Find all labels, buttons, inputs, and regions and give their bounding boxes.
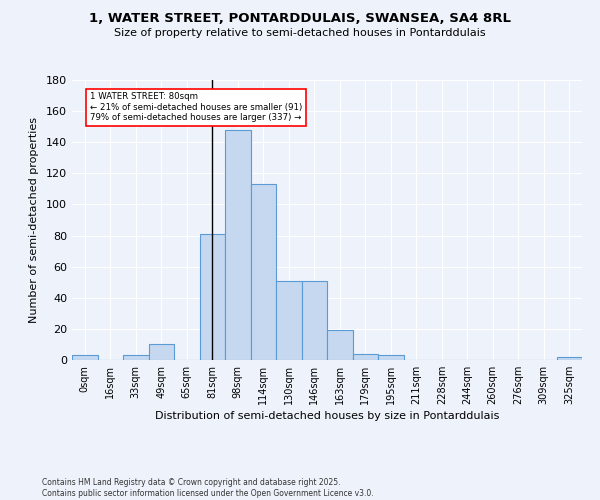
- Text: Size of property relative to semi-detached houses in Pontarddulais: Size of property relative to semi-detach…: [114, 28, 486, 38]
- Bar: [72, 356, 97, 360]
- Bar: [199, 234, 225, 360]
- Text: 1 WATER STREET: 80sqm
← 21% of semi-detached houses are smaller (91)
79% of semi: 1 WATER STREET: 80sqm ← 21% of semi-deta…: [90, 92, 302, 122]
- Bar: [225, 130, 251, 360]
- X-axis label: Distribution of semi-detached houses by size in Pontarddulais: Distribution of semi-detached houses by …: [155, 411, 499, 421]
- Text: Contains HM Land Registry data © Crown copyright and database right 2025.
Contai: Contains HM Land Registry data © Crown c…: [42, 478, 374, 498]
- Bar: [149, 344, 174, 360]
- Text: 1, WATER STREET, PONTARDDULAIS, SWANSEA, SA4 8RL: 1, WATER STREET, PONTARDDULAIS, SWANSEA,…: [89, 12, 511, 26]
- Bar: [378, 356, 404, 360]
- Bar: [302, 280, 327, 360]
- Bar: [327, 330, 353, 360]
- Bar: [251, 184, 276, 360]
- Y-axis label: Number of semi-detached properties: Number of semi-detached properties: [29, 117, 39, 323]
- Bar: [557, 357, 582, 360]
- Bar: [353, 354, 378, 360]
- Bar: [276, 280, 302, 360]
- Bar: [123, 356, 149, 360]
